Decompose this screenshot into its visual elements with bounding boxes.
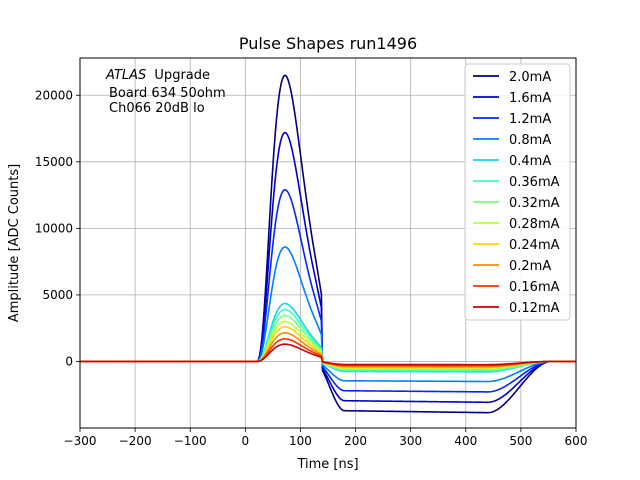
x-tick-label: 100 — [289, 434, 312, 448]
x-axis-ticks: −300 −200 −100 0 100 200 300 400 500 600 — [64, 428, 588, 448]
y-axis-ticks: 0 5000 10000 15000 20000 — [35, 88, 80, 368]
x-tick-label: 200 — [344, 434, 367, 448]
x-tick-label: 600 — [565, 434, 588, 448]
experiment-tag: Upgrade — [154, 68, 210, 83]
annotation-line-3: Ch066 20dB lo — [109, 101, 205, 116]
x-tick-label: 400 — [454, 434, 477, 448]
experiment-name: ATLAS — [105, 68, 146, 83]
legend-label: 2.0mA — [509, 70, 551, 85]
annotation-line-2: Board 634 50ohm — [109, 86, 226, 101]
y-tick-label: 5000 — [42, 288, 73, 302]
y-axis-label: Amplitude [ADC Counts] — [7, 164, 22, 322]
y-tick-label: 0 — [65, 354, 73, 368]
legend-label: 0.16mA — [509, 280, 560, 295]
experiment-annotation: ATLAS Upgrade Board 634 50ohm Ch066 20dB… — [105, 68, 226, 116]
x-tick-label: 300 — [399, 434, 422, 448]
x-tick-label: −300 — [64, 434, 97, 448]
y-tick-label: 20000 — [35, 88, 73, 102]
legend: 2.0mA 1.6mA 1.2mA 0.8mA 0.4mA 0.36mA 0.32mA 0.2… — [464, 63, 571, 321]
y-tick-label: 10000 — [35, 221, 73, 235]
legend-label: 0.12mA — [509, 301, 560, 316]
legend-label: 0.28mA — [509, 217, 560, 232]
legend-label: 1.6mA — [509, 91, 551, 106]
plot-frame — [79, 57, 577, 429]
legend-label: 0.24mA — [509, 238, 560, 253]
legend-label: 0.8mA — [509, 133, 551, 148]
legend-label: 0.2mA — [509, 259, 551, 274]
legend-label: 0.4mA — [509, 154, 551, 169]
series-line-0.12mA — [80, 343, 576, 366]
legend-label: 0.36mA — [509, 175, 560, 190]
x-axis-label: Time [ns] — [296, 457, 358, 472]
legend-frame — [464, 63, 571, 321]
series-lines — [80, 74, 576, 414]
x-tick-label: −200 — [119, 434, 152, 448]
chart-title: Pulse Shapes run1496 — [239, 34, 417, 53]
legend-label: 1.2mA — [509, 112, 551, 127]
svg-text:ATLAS Upgrade: ATLAS Upgrade — [105, 68, 210, 83]
x-tick-label: −100 — [174, 434, 207, 448]
legend-label: 0.32mA — [509, 196, 560, 211]
y-tick-label: 15000 — [35, 155, 73, 169]
x-tick-label: 500 — [509, 434, 532, 448]
x-tick-label: 0 — [242, 434, 250, 448]
